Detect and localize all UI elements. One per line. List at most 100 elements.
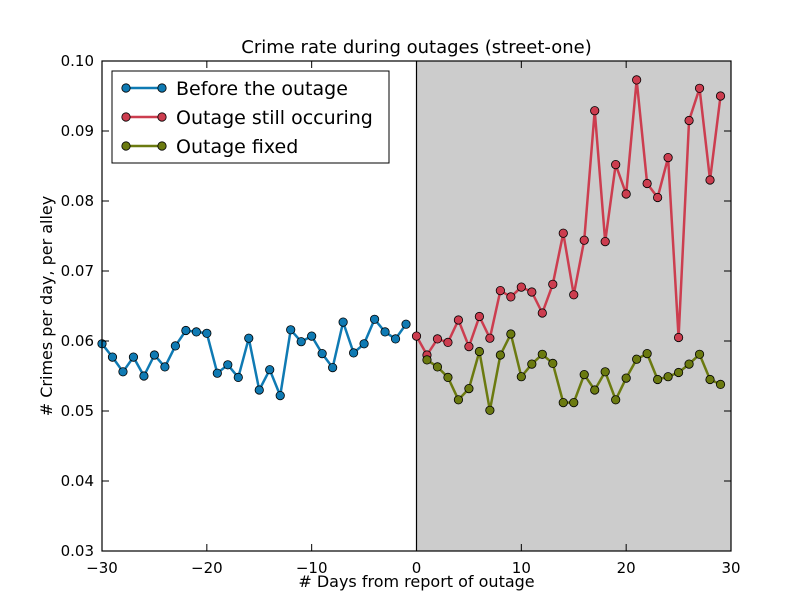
data-point [590, 106, 600, 116]
x-tick-label: 20 [617, 559, 636, 577]
data-point [453, 395, 464, 405]
data-point [611, 160, 621, 170]
data-point [621, 373, 631, 383]
data-point [474, 311, 484, 322]
legend-marker [121, 141, 131, 151]
y-tick-label: 0.08 [61, 192, 94, 210]
data-point [422, 355, 432, 365]
data-point [694, 349, 705, 359]
data-point [244, 333, 254, 343]
data-point [684, 115, 694, 126]
data-point [537, 349, 547, 359]
data-point [474, 346, 484, 357]
data-point [348, 348, 359, 358]
y-tick-label: 0.06 [61, 332, 94, 350]
legend-marker [121, 83, 131, 93]
x-tick-label: −20 [191, 559, 223, 577]
data-point [516, 282, 526, 292]
legend-marker [157, 112, 167, 122]
legend-label: Outage still occuring [176, 107, 373, 129]
series-line-2 [415, 78, 722, 357]
data-point [149, 350, 160, 360]
data-point [569, 397, 579, 408]
y-axis-label: # Crimes per day, per alley [37, 196, 56, 416]
outage-shaded-region [416, 61, 731, 551]
data-point [107, 352, 118, 362]
data-point [579, 235, 589, 245]
data-point [485, 333, 495, 343]
data-point [118, 367, 128, 377]
series-2 [411, 75, 726, 360]
data-point [328, 362, 338, 373]
data-point [694, 83, 705, 93]
data-point [590, 385, 600, 395]
data-point [653, 192, 663, 203]
data-point [548, 358, 558, 368]
chart-title: Crime rate during outages (street-one) [241, 37, 592, 58]
data-point [338, 317, 348, 327]
data-point [160, 362, 170, 372]
data-point [642, 348, 652, 359]
data-point [506, 292, 516, 302]
data-point [495, 285, 505, 296]
x-tick-label: 10 [512, 559, 531, 577]
data-point [485, 405, 495, 415]
data-point [296, 337, 306, 347]
data-point [443, 372, 453, 382]
data-point [516, 372, 526, 382]
data-point [464, 383, 474, 394]
y-tick-label: 0.10 [61, 52, 94, 70]
axis-ticks: −30 −20 −10 0 10 20 30 0.03 0.04 0.05 0.06 0.07 0.08… [61, 52, 741, 577]
y-tick-label: 0.03 [61, 542, 94, 560]
data-point [705, 374, 715, 385]
data-point [275, 390, 285, 401]
data-point [202, 328, 212, 338]
data-point [673, 367, 684, 378]
data-point [558, 397, 568, 408]
data-point [432, 334, 443, 344]
data-point [254, 385, 264, 395]
data-point [642, 178, 652, 189]
data-point [569, 290, 579, 300]
data-point [380, 327, 390, 337]
legend-item: Outage still occuring [121, 107, 373, 129]
data-point [265, 365, 275, 375]
x-axis-label: # Days from report of outage [298, 572, 534, 591]
data-point [506, 329, 516, 339]
data-point [527, 287, 537, 297]
data-point [411, 331, 422, 341]
data-point [705, 175, 715, 185]
y-tick-label: 0.09 [61, 122, 94, 140]
data-point [359, 339, 369, 349]
y-tick-label: 0.04 [61, 472, 94, 490]
y-tick-label: 0.07 [61, 262, 94, 280]
x-tick-label: 0 [412, 559, 422, 577]
data-point [611, 395, 621, 405]
legend-marker [157, 83, 167, 93]
data-point [212, 368, 222, 378]
series-3 [422, 329, 726, 415]
data-point [432, 362, 443, 372]
data-point [390, 334, 401, 344]
data-point [527, 359, 537, 369]
data-point [715, 91, 726, 101]
data-point [673, 332, 684, 343]
data-point [663, 153, 673, 163]
x-tick-label: 30 [721, 559, 740, 577]
data-point [579, 369, 589, 380]
data-point [632, 354, 642, 364]
data-point [139, 371, 149, 381]
data-point [715, 379, 726, 389]
data-point [307, 331, 317, 341]
data-point [317, 348, 327, 359]
legend-label: Before the outage [176, 78, 348, 100]
legend-item: Before the outage [121, 78, 348, 100]
data-point [684, 359, 694, 369]
data-point [128, 352, 139, 362]
data-point [233, 372, 243, 382]
legend-marker [157, 141, 167, 151]
data-point [558, 228, 568, 238]
data-point [401, 319, 411, 329]
